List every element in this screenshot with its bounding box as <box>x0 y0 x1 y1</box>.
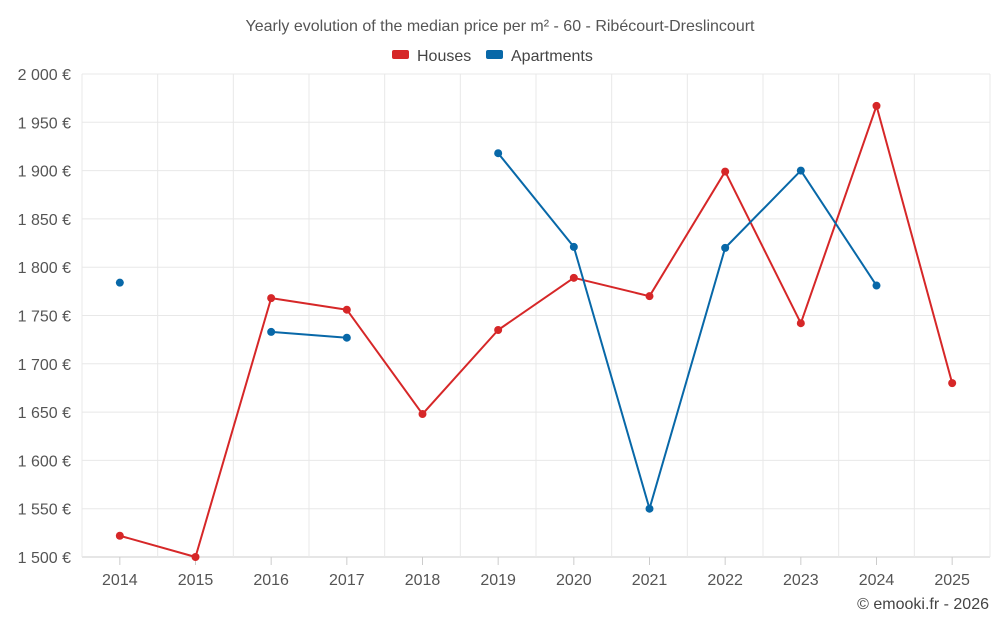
houses-point[interactable] <box>948 379 957 388</box>
houses-point[interactable] <box>721 167 730 176</box>
x-tick-label: 2019 <box>480 572 516 589</box>
houses-point[interactable] <box>267 294 276 303</box>
houses-point[interactable] <box>494 325 503 334</box>
y-tick-label: 1 900 € <box>18 164 71 181</box>
y-tick-label: 1 700 € <box>18 357 71 374</box>
houses-point[interactable] <box>872 101 881 110</box>
apartments-point[interactable] <box>115 278 124 287</box>
apartments-point[interactable] <box>569 242 578 251</box>
houses-point[interactable] <box>342 305 351 314</box>
x-tick-label: 2016 <box>253 572 289 589</box>
y-tick-label: 1 950 € <box>18 115 71 132</box>
x-tick-label: 2025 <box>934 572 970 589</box>
credit-text: © emooki.fr - 2026 <box>857 596 989 613</box>
y-axis: 1 500 € 1 550 € 1 600 € 1 650 € 1 700 € 1 750… <box>18 67 71 567</box>
chart-title: Yearly evolution of the median price per… <box>246 18 756 35</box>
houses-point[interactable] <box>796 319 805 328</box>
apartments-point[interactable] <box>494 149 503 158</box>
y-tick-label: 1 800 € <box>18 260 71 277</box>
apartments-point[interactable] <box>267 327 276 336</box>
series-houses <box>115 101 957 561</box>
apartments-line <box>271 330 347 339</box>
houses-point[interactable] <box>645 292 654 301</box>
y-tick-label: 1 500 € <box>18 550 71 567</box>
x-tick-label: 2017 <box>329 572 365 589</box>
houses-point[interactable] <box>191 553 200 561</box>
houses-point[interactable] <box>115 531 124 540</box>
legend-swatch-apartments <box>486 50 503 59</box>
apartments-point[interactable] <box>342 333 351 342</box>
x-axis: 2014 2015 2016 2017 2018 2019 2020 2021 2022 2023… <box>102 557 970 589</box>
y-tick-label: 1 850 € <box>18 212 71 229</box>
legend-label-houses[interactable]: Houses <box>417 48 471 65</box>
apartments-point[interactable] <box>796 166 805 175</box>
apartments-point[interactable] <box>645 504 654 513</box>
y-tick-label: 1 550 € <box>18 502 71 519</box>
grid <box>81 73 991 558</box>
x-tick-label: 2018 <box>405 572 441 589</box>
x-tick-label: 2022 <box>707 572 743 589</box>
y-tick-label: 1 650 € <box>18 405 71 422</box>
apartments-line <box>497 152 878 510</box>
x-tick-label: 2021 <box>632 572 668 589</box>
x-tick-label: 2014 <box>102 572 138 589</box>
houses-line <box>119 104 954 558</box>
legend-swatch-houses <box>392 50 409 59</box>
series-layer <box>115 101 957 561</box>
apartments-point[interactable] <box>872 281 881 290</box>
x-tick-label: 2015 <box>178 572 214 589</box>
y-tick-label: 1 600 € <box>18 453 71 470</box>
x-tick-label: 2023 <box>783 572 819 589</box>
houses-point[interactable] <box>569 273 578 282</box>
x-tick-label: 2020 <box>556 572 592 589</box>
apartments-point[interactable] <box>721 243 730 252</box>
houses-point[interactable] <box>418 410 427 419</box>
legend-label-apartments[interactable]: Apartments <box>511 48 593 65</box>
series-apartments <box>115 149 881 513</box>
x-tick-label: 2024 <box>859 572 895 589</box>
legend: Houses Apartments <box>392 48 593 65</box>
y-tick-label: 1 750 € <box>18 309 71 326</box>
y-tick-label: 2 000 € <box>18 67 71 84</box>
